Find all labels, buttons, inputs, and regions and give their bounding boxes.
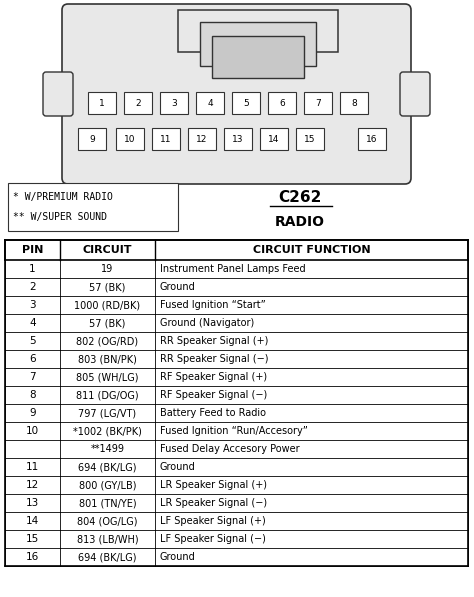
Text: 19: 19 bbox=[101, 264, 114, 274]
Text: 4: 4 bbox=[207, 99, 213, 107]
FancyBboxPatch shape bbox=[400, 72, 430, 116]
Bar bbox=[268, 92, 296, 114]
Text: 2: 2 bbox=[135, 99, 141, 107]
Text: 57 (BK): 57 (BK) bbox=[89, 318, 126, 328]
Text: 57 (BK): 57 (BK) bbox=[89, 282, 126, 292]
Text: 12: 12 bbox=[196, 134, 208, 143]
Text: * W/PREMIUM RADIO: * W/PREMIUM RADIO bbox=[13, 192, 113, 202]
Text: 813 (LB/WH): 813 (LB/WH) bbox=[77, 534, 138, 544]
Text: 802 (OG/RD): 802 (OG/RD) bbox=[76, 336, 138, 346]
Text: 4: 4 bbox=[29, 318, 36, 328]
Bar bbox=[78, 128, 106, 150]
Bar bbox=[8, 183, 178, 231]
Bar bbox=[260, 128, 288, 150]
Bar bbox=[304, 92, 332, 114]
Text: 10: 10 bbox=[26, 426, 39, 436]
Bar bbox=[124, 92, 152, 114]
Text: LR Speaker Signal (+): LR Speaker Signal (+) bbox=[160, 480, 267, 490]
Bar bbox=[88, 92, 116, 114]
Text: Fused Delay Accesory Power: Fused Delay Accesory Power bbox=[160, 444, 300, 454]
Text: 3: 3 bbox=[29, 300, 36, 310]
Text: RADIO: RADIO bbox=[275, 215, 325, 229]
Text: CIRCUIT FUNCTION: CIRCUIT FUNCTION bbox=[253, 245, 370, 255]
Text: Battery Feed to Radio: Battery Feed to Radio bbox=[160, 408, 266, 418]
Text: 16: 16 bbox=[366, 134, 378, 143]
Text: PIN: PIN bbox=[22, 245, 43, 255]
Text: 6: 6 bbox=[279, 99, 285, 107]
Text: ** W/SUPER SOUND: ** W/SUPER SOUND bbox=[13, 212, 107, 222]
Bar bbox=[160, 92, 188, 114]
Text: 804 (OG/LG): 804 (OG/LG) bbox=[77, 516, 138, 526]
Text: 805 (WH/LG): 805 (WH/LG) bbox=[76, 372, 139, 382]
Text: 6: 6 bbox=[29, 354, 36, 364]
Text: 7: 7 bbox=[315, 99, 321, 107]
Text: 7: 7 bbox=[29, 372, 36, 382]
Text: Ground: Ground bbox=[160, 552, 196, 562]
Text: 8: 8 bbox=[351, 99, 357, 107]
Text: 801 (TN/YE): 801 (TN/YE) bbox=[79, 498, 137, 508]
Text: 811 (DG/OG): 811 (DG/OG) bbox=[76, 390, 139, 400]
Bar bbox=[200, 22, 316, 66]
Text: RR Speaker Signal (+): RR Speaker Signal (+) bbox=[160, 336, 268, 346]
Text: 3: 3 bbox=[171, 99, 177, 107]
Bar bbox=[188, 128, 216, 150]
Text: 15: 15 bbox=[26, 534, 39, 544]
Bar bbox=[224, 128, 252, 150]
Text: 10: 10 bbox=[124, 134, 136, 143]
Text: 13: 13 bbox=[232, 134, 244, 143]
Text: 1: 1 bbox=[29, 264, 36, 274]
Text: RR Speaker Signal (−): RR Speaker Signal (−) bbox=[160, 354, 268, 364]
Text: 12: 12 bbox=[26, 480, 39, 490]
Text: LF Speaker Signal (−): LF Speaker Signal (−) bbox=[160, 534, 266, 544]
Text: 11: 11 bbox=[26, 462, 39, 472]
Text: RF Speaker Signal (+): RF Speaker Signal (+) bbox=[160, 372, 267, 382]
Bar bbox=[340, 92, 368, 114]
Text: 694 (BK/LG): 694 (BK/LG) bbox=[78, 462, 137, 472]
Text: 14: 14 bbox=[26, 516, 39, 526]
Text: 5: 5 bbox=[243, 99, 249, 107]
Text: 13: 13 bbox=[26, 498, 39, 508]
Text: 5: 5 bbox=[29, 336, 36, 346]
Text: 8: 8 bbox=[29, 390, 36, 400]
Text: 2: 2 bbox=[29, 282, 36, 292]
Bar bbox=[152, 128, 180, 150]
Text: **1499: **1499 bbox=[91, 444, 125, 454]
Text: 694 (BK/LG): 694 (BK/LG) bbox=[78, 552, 137, 562]
Text: 15: 15 bbox=[304, 134, 316, 143]
Text: 803 (BN/PK): 803 (BN/PK) bbox=[78, 354, 137, 364]
Text: Ground: Ground bbox=[160, 462, 196, 472]
Text: RF Speaker Signal (−): RF Speaker Signal (−) bbox=[160, 390, 267, 400]
Text: 1000 (RD/BK): 1000 (RD/BK) bbox=[74, 300, 141, 310]
Text: Fused Ignition “Run/Accesory”: Fused Ignition “Run/Accesory” bbox=[160, 426, 308, 436]
Text: LR Speaker Signal (−): LR Speaker Signal (−) bbox=[160, 498, 267, 508]
Bar bbox=[232, 92, 260, 114]
Text: 14: 14 bbox=[268, 134, 280, 143]
Bar bbox=[296, 128, 324, 150]
Text: Ground (Navigator): Ground (Navigator) bbox=[160, 318, 254, 328]
Text: 797 (LG/VT): 797 (LG/VT) bbox=[78, 408, 137, 418]
Bar bbox=[116, 128, 144, 150]
Bar bbox=[212, 36, 304, 78]
Text: 16: 16 bbox=[26, 552, 39, 562]
FancyBboxPatch shape bbox=[43, 72, 73, 116]
Text: *1002 (BK/PK): *1002 (BK/PK) bbox=[73, 426, 142, 436]
FancyBboxPatch shape bbox=[62, 4, 411, 184]
Text: Ground: Ground bbox=[160, 282, 196, 292]
Text: CIRCUIT: CIRCUIT bbox=[83, 245, 132, 255]
Text: Instrument Panel Lamps Feed: Instrument Panel Lamps Feed bbox=[160, 264, 306, 274]
Text: Fused Ignition “Start”: Fused Ignition “Start” bbox=[160, 300, 266, 310]
Text: LF Speaker Signal (+): LF Speaker Signal (+) bbox=[160, 516, 266, 526]
Bar bbox=[178, 10, 338, 52]
Text: 9: 9 bbox=[89, 134, 95, 143]
Text: 9: 9 bbox=[29, 408, 36, 418]
Text: 1: 1 bbox=[99, 99, 105, 107]
Text: C262: C262 bbox=[278, 190, 322, 205]
Bar bbox=[196, 92, 224, 114]
Text: 800 (GY/LB): 800 (GY/LB) bbox=[79, 480, 136, 490]
Bar bbox=[358, 128, 386, 150]
Text: 11: 11 bbox=[160, 134, 172, 143]
